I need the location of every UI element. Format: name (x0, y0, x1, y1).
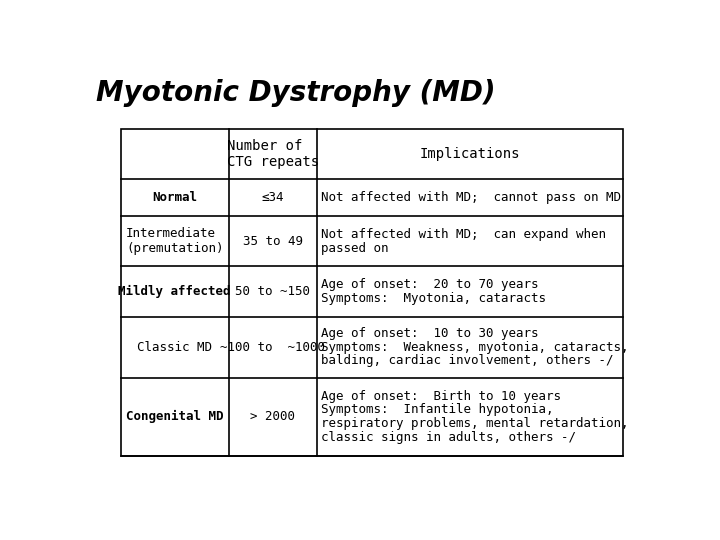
Text: passed on: passed on (321, 242, 389, 255)
Text: Intermediate
(premutation): Intermediate (premutation) (126, 227, 223, 255)
Text: ~100 to  ~1000: ~100 to ~1000 (220, 341, 325, 354)
Text: Symptoms:  Weakness, myotonia, cataracts,: Symptoms: Weakness, myotonia, cataracts, (321, 341, 629, 354)
Text: Mildly affected: Mildly affected (118, 285, 231, 298)
Text: Age of onset:  20 to 70 years: Age of onset: 20 to 70 years (321, 278, 539, 291)
Text: Congenital MD: Congenital MD (126, 410, 223, 423)
Text: 35 to 49: 35 to 49 (243, 235, 302, 248)
Text: ≤34: ≤34 (261, 191, 284, 204)
Text: Not affected with MD;  cannot pass on MD: Not affected with MD; cannot pass on MD (321, 191, 621, 204)
Text: Normal: Normal (152, 191, 197, 204)
Text: Myotonic Dystrophy (MD): Myotonic Dystrophy (MD) (96, 79, 495, 107)
Text: classic signs in adults, others -/: classic signs in adults, others -/ (321, 431, 576, 444)
Text: Symptoms:  Infantile hypotonia,: Symptoms: Infantile hypotonia, (321, 403, 554, 416)
Text: Implications: Implications (420, 147, 520, 161)
Text: Number of
CTG repeats: Number of CTG repeats (227, 139, 319, 170)
Text: 50 to ~150: 50 to ~150 (235, 285, 310, 298)
Bar (121, 129, 623, 456)
Text: > 2000: > 2000 (250, 410, 295, 423)
Text: Not affected with MD;  can expand when: Not affected with MD; can expand when (321, 228, 606, 241)
Text: balding, cardiac involvement, others -/: balding, cardiac involvement, others -/ (321, 354, 613, 367)
Text: Age of onset:  10 to 30 years: Age of onset: 10 to 30 years (321, 327, 539, 340)
Text: Age of onset:  Birth to 10 years: Age of onset: Birth to 10 years (321, 390, 561, 403)
Text: respiratory problems, mental retardation,: respiratory problems, mental retardation… (321, 417, 629, 430)
Text: Symptoms:  Myotonia, cataracts: Symptoms: Myotonia, cataracts (321, 292, 546, 305)
Text: Classic MD: Classic MD (138, 341, 212, 354)
